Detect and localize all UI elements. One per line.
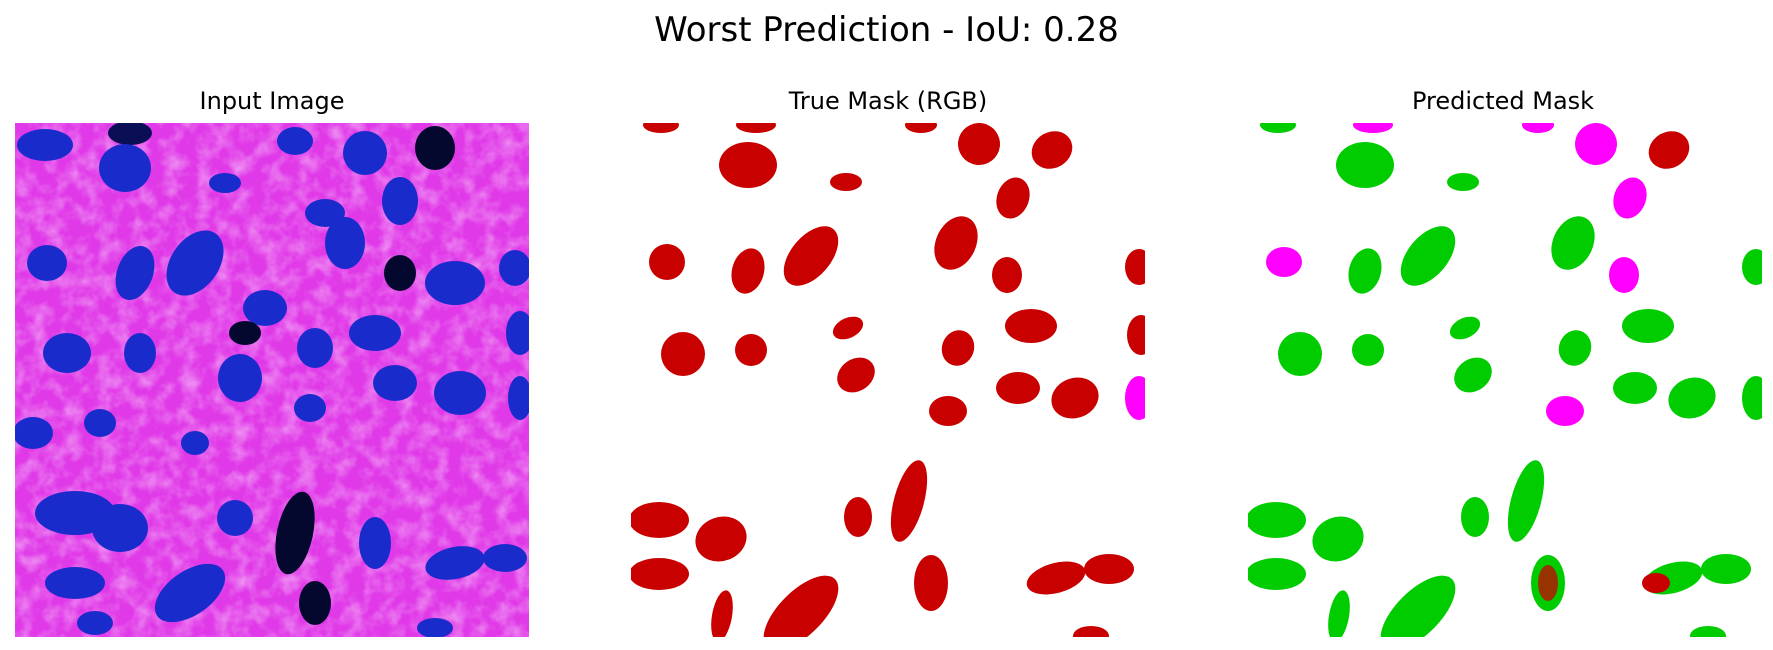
true-mask-regions [631, 123, 1145, 637]
panel-title-true-mask: True Mask (RGB) [788, 87, 988, 115]
panel-title-predicted-mask: Predicted Mask [1411, 87, 1595, 115]
true-mask-magenta-region [1125, 376, 1145, 420]
figure-title: Worst Prediction - IoU: 0.28 [654, 10, 1119, 50]
panel-title-input-image: Input Image [199, 87, 345, 115]
predicted-mask-image [1248, 123, 1762, 637]
nuclei [15, 123, 529, 637]
true-mask-image [631, 123, 1145, 637]
input-image [15, 123, 529, 637]
predicted-mask-regions [1248, 123, 1762, 637]
